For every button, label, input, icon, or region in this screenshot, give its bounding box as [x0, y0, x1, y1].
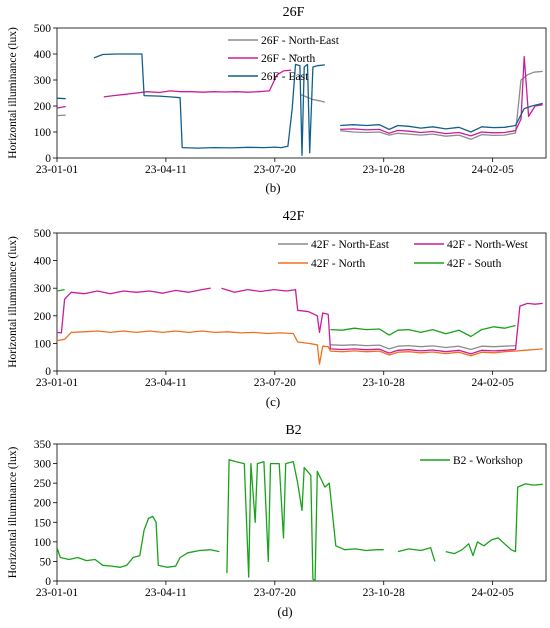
- y-tick-label: 50: [40, 556, 52, 568]
- series-line-42f-north-east: [330, 344, 516, 351]
- series-line-26f-north-east: [57, 54, 543, 140]
- legend-entry: 42F - North-West: [447, 239, 529, 251]
- y-tick-label: 0: [45, 153, 51, 165]
- chart-title: B2: [285, 423, 301, 438]
- y-tick-label: 500: [34, 228, 52, 240]
- series-line-42f-south: [57, 288, 516, 338]
- panel-caption: (d): [277, 604, 292, 619]
- x-tick-label: 23-01-01: [36, 377, 78, 389]
- x-tick-label: 23-04-11: [145, 587, 187, 599]
- y-tick-label: 500: [34, 23, 52, 35]
- chart-panel-3: B2 0 50 100 150 200 250 300 350 23-01-01 23-04-11 2…: [7, 423, 547, 619]
- y-tick-label: 100: [34, 127, 52, 139]
- x-tick-label: 23-04-11: [145, 164, 187, 176]
- y-tick-label: 100: [34, 537, 52, 549]
- chart-title: 26F: [283, 5, 305, 20]
- panel-caption: (b): [265, 180, 280, 195]
- legend-entry: 26F - North-East: [261, 35, 340, 47]
- series-line-26f-east: [57, 53, 543, 157]
- y-tick-label: 300: [34, 283, 52, 295]
- x-tick-label: 23-10-28: [363, 587, 405, 599]
- series-line-b2-workshop: [57, 459, 543, 582]
- legend-entry: 26F - East: [261, 71, 309, 83]
- x-tick-label: 23-01-01: [36, 164, 78, 176]
- y-tick-label: 100: [34, 338, 52, 350]
- legend-entry: 42F - North-East: [311, 239, 390, 251]
- y-tick-label: 200: [34, 101, 52, 113]
- legend-entry: 26F - North: [261, 53, 316, 65]
- chart-panel-1: 26F 0 100 200 300 400 500 23-01-01 23-04-11 23-07…: [7, 5, 547, 195]
- y-tick-label: 150: [34, 517, 52, 529]
- series-line-42f-north-west: [57, 287, 543, 355]
- x-tick-label: 23-10-28: [363, 377, 405, 389]
- x-tick-label: 23-10-28: [363, 164, 405, 176]
- y-tick-label: 0: [45, 366, 51, 378]
- x-tick-label: 23-04-11: [145, 377, 187, 389]
- y-axis-label: Horizontal illuminance (lux): [7, 447, 19, 579]
- legend-entry: 42F - South: [447, 258, 502, 270]
- y-tick-label: 400: [34, 49, 52, 61]
- chart-panel-2: 42F 0 100 200 300 400 500 23-01-01 23-04-11 23-07…: [7, 209, 547, 409]
- chart-title: 42F: [283, 209, 305, 224]
- x-tick-label: 23-01-01: [36, 587, 78, 599]
- y-tick-label: 300: [34, 75, 52, 87]
- y-axis-label: Horizontal illuminance (lux): [7, 27, 19, 159]
- x-tick-label: 23-07-20: [254, 377, 296, 389]
- plot-frame: [56, 232, 547, 372]
- legend-entry: B2 - Workshop: [453, 455, 523, 467]
- y-tick-label: 250: [34, 478, 52, 490]
- x-tick-label: 24-02-05: [472, 377, 514, 389]
- y-tick-label: 400: [34, 256, 52, 268]
- panel-caption: (c): [266, 394, 280, 409]
- plot-frame: [56, 443, 547, 582]
- legend-entry: 42F - North: [311, 258, 366, 270]
- y-axis-label: Horizontal illuminance (lux): [7, 236, 19, 368]
- y-tick-label: 200: [34, 498, 52, 510]
- y-tick-label: 200: [34, 311, 52, 323]
- series-line-42f-north: [57, 330, 543, 365]
- plot-frame: [56, 27, 547, 159]
- y-tick-label: 300: [34, 459, 52, 471]
- x-tick-label: 24-02-05: [472, 587, 514, 599]
- y-tick-label: 350: [34, 439, 52, 451]
- x-tick-label: 24-02-05: [472, 164, 514, 176]
- x-tick-label: 23-07-20: [254, 587, 296, 599]
- y-tick-label: 0: [45, 576, 51, 588]
- x-tick-label: 23-07-20: [254, 164, 296, 176]
- series-line-26f-north: [57, 55, 543, 137]
